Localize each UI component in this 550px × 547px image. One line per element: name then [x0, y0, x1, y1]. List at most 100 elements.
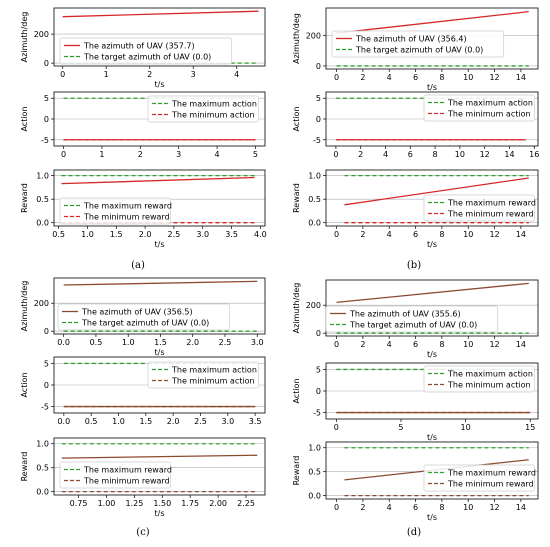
legend-box	[325, 305, 499, 333]
x-tick-label: 1.75	[181, 499, 199, 508]
x-tick-label: 4	[214, 150, 219, 159]
y-tick-label: -5	[313, 409, 321, 418]
x-tick-label: 2.00	[209, 499, 227, 508]
legend-box	[423, 94, 535, 122]
x-tick-label: 3.0	[221, 417, 234, 426]
x-tick-label: 1.25	[125, 499, 143, 508]
x-tick-label: 2	[360, 73, 365, 82]
x-tick-label: 1.0	[112, 417, 125, 426]
x-tick-label: 3	[176, 150, 181, 159]
y-tick-label: -5	[41, 403, 49, 412]
subplot-azimuth-deg: 0 1 2 3 4 0 200 t/s Azimuth/deg The azimuth of UA…	[20, 7, 266, 89]
x-tick-label: 0.75	[70, 499, 88, 508]
y-axis-label: Action	[20, 106, 29, 131]
y-tick-label: 200	[306, 31, 321, 40]
legend-box	[59, 197, 171, 225]
x-tick-label: 4.0	[254, 230, 267, 239]
x-tick-label: 1.00	[98, 499, 116, 508]
y-tick-label: -5	[313, 136, 321, 145]
panel-label: (d)	[407, 527, 421, 538]
x-tick-label: 12	[489, 340, 499, 349]
y-tick-label: 0	[316, 387, 321, 396]
legend-label: The target azimuth of UAV (0.0)	[81, 319, 209, 328]
x-tick-label: 14	[516, 340, 526, 349]
legend-label: The minimum action	[171, 111, 255, 120]
legend-label: The target azimuth of UAV (0.0)	[349, 321, 477, 330]
x-tick-label: 6	[413, 503, 418, 512]
x-tick-label: 1.0	[81, 230, 94, 239]
x-tick-label: 2.5	[194, 417, 207, 426]
x-tick-label: 5	[398, 423, 403, 432]
x-axis-label: t/s	[427, 513, 437, 522]
legend: The maximum reward The minimum reward	[423, 194, 536, 222]
y-tick-label: 0.0	[308, 219, 321, 228]
legend-label: The minimum reward	[83, 477, 170, 486]
y-tick-label: 0	[44, 327, 49, 336]
legend-label: The minimum reward	[83, 213, 170, 222]
x-tick-label: 0.5	[90, 338, 103, 347]
legend: The maximum action The minimum action	[423, 365, 535, 393]
y-tick-label: 0.5	[308, 468, 321, 477]
y-axis-label: Action	[292, 378, 301, 403]
y-axis-label: Action	[292, 106, 301, 131]
y-tick-label: 0.0	[308, 492, 321, 501]
x-tick-label: 1.5	[154, 338, 167, 347]
x-tick-label: 1.5	[139, 417, 152, 426]
x-tick-label: 5	[253, 150, 258, 159]
x-tick-label: 0	[333, 150, 338, 159]
legend: The maximum reward The minimum reward	[59, 461, 172, 489]
x-tick-label: 8	[439, 230, 444, 239]
legend-label: The azimuth of UAV (357.7)	[83, 42, 195, 51]
x-tick-label: 6	[408, 150, 413, 159]
legend-label: The maximum reward	[447, 469, 536, 478]
legend: The azimuth of UAV (355.6) The target azi…	[325, 305, 499, 333]
x-tick-label: 0.5	[52, 230, 65, 239]
x-axis-label: t/s	[427, 350, 437, 359]
panel-label: (a)	[131, 260, 145, 271]
panel-label: (c)	[136, 527, 150, 538]
y-axis-label: Reward	[292, 456, 301, 486]
legend: The maximum action The minimum action	[147, 95, 259, 123]
legend: The maximum reward The minimum reward	[423, 464, 536, 492]
x-tick-label: 4	[387, 73, 392, 82]
x-tick-label: 3.5	[225, 230, 238, 239]
legend-label: The minimum reward	[447, 210, 534, 219]
x-tick-label: 16	[529, 150, 539, 159]
plot-frame	[53, 437, 266, 496]
series-line-unlabeled	[344, 177, 529, 206]
x-tick-label: 0	[334, 73, 339, 82]
y-tick-label: 0	[44, 59, 49, 68]
y-tick-label: 1.0	[36, 440, 49, 449]
x-tick-label: 2	[360, 503, 365, 512]
y-axis-label: Azimuth/deg	[20, 12, 29, 63]
x-tick-label: 0	[334, 230, 339, 239]
legend-label: The azimuth of UAV (355.6)	[349, 310, 461, 319]
y-axis-label: Azimuth/deg	[20, 281, 29, 332]
x-tick-label: 3.0	[251, 338, 264, 347]
y-tick-label: 1.0	[308, 444, 321, 453]
x-tick-label: 12	[489, 230, 499, 239]
subplot-action: 0 2 4 6 8 10 12 14 16 -5 0 5 Action The maximum actio…	[292, 91, 539, 159]
y-tick-label: 0	[44, 115, 49, 124]
x-tick-label: 15	[525, 423, 535, 432]
x-axis-label: t/s	[155, 509, 165, 518]
y-tick-label: 0.5	[308, 195, 321, 204]
x-axis-label: t/s	[427, 83, 437, 92]
legend-label: The maximum action	[171, 100, 257, 109]
subplot-azimuth-deg: 0 2 4 6 8 10 12 14 0 200 t/s Azimuth/deg The azimuth…	[292, 7, 539, 92]
legend-label: The maximum reward	[83, 466, 172, 475]
y-tick-label: 200	[34, 299, 49, 308]
y-tick-label: 0.0	[36, 488, 49, 497]
legend-box	[57, 303, 231, 331]
plot-frame	[53, 277, 266, 335]
x-tick-label: 2	[360, 340, 365, 349]
x-axis-label: t/s	[155, 240, 165, 249]
legend-label: The azimuth of UAV (356.4)	[355, 35, 467, 44]
x-axis-label: t/s	[427, 433, 437, 442]
legend-label: The target azimuth of UAV (0.0)	[355, 46, 483, 55]
subplot-reward: 0.5 1.0 1.5 2.0 2.5 3.0 3.5 4.00.00.51.0t/sRewa…	[20, 169, 267, 249]
legend-box	[147, 95, 259, 123]
x-tick-label: 0	[334, 423, 339, 432]
